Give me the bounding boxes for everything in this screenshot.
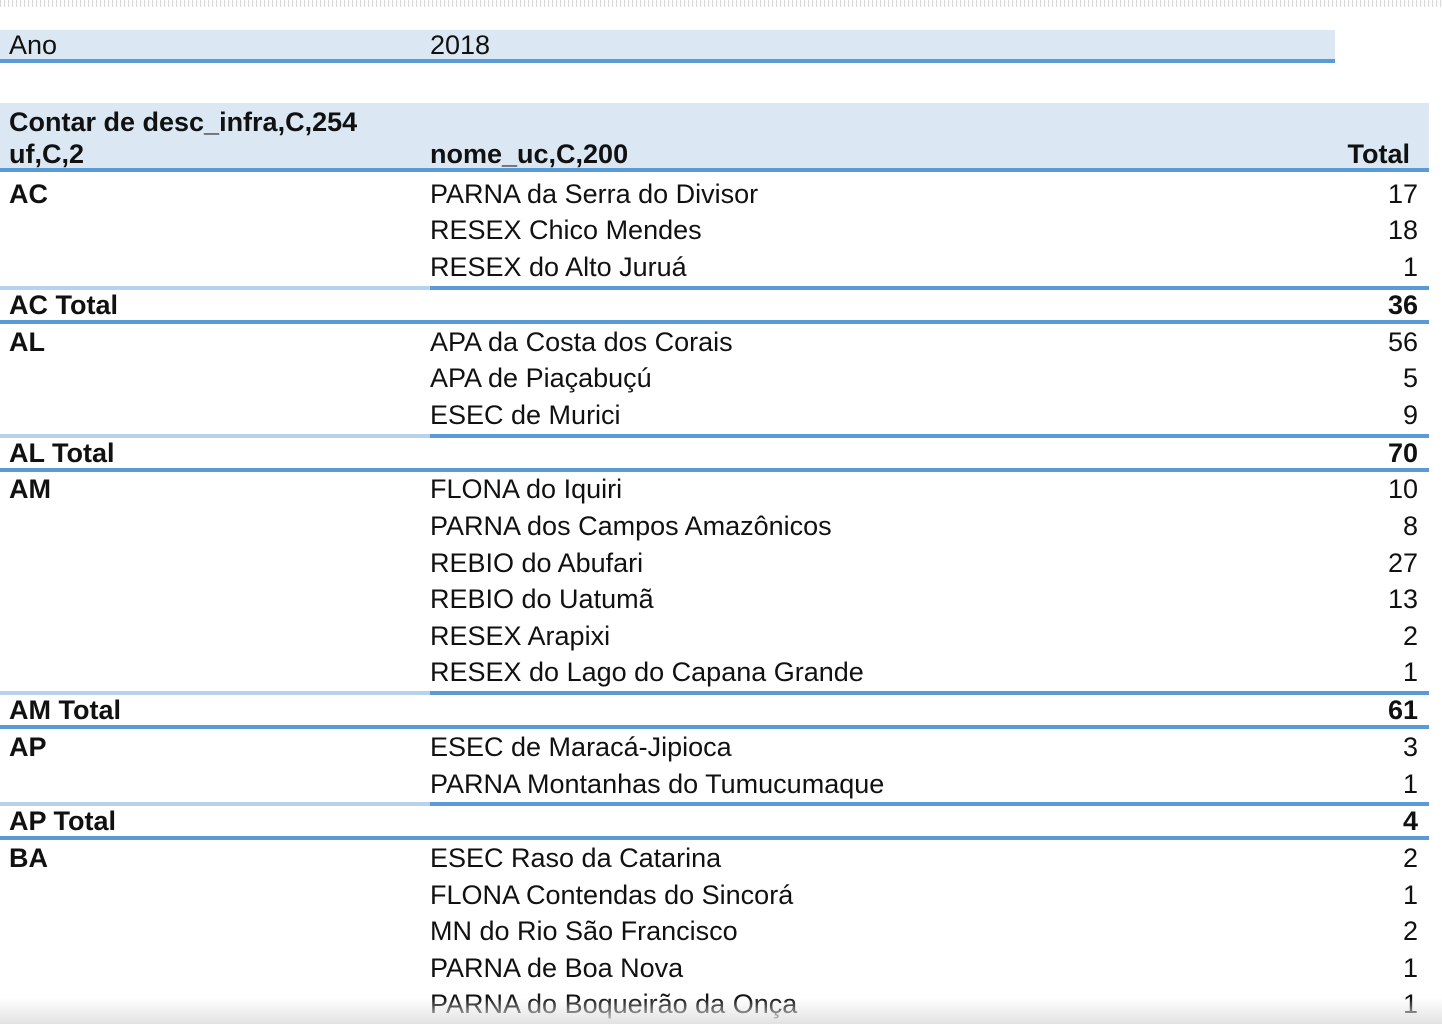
uc-name-cell: APA de Piaçabuçú	[430, 363, 652, 394]
table-row: AL APA da Costa dos Corais 56	[0, 324, 1429, 361]
uc-name-cell: APA da Costa dos Corais	[430, 326, 733, 357]
count-cell: 3	[1402, 731, 1418, 762]
uc-name-cell: REBIO do Uatumã	[430, 584, 654, 615]
table-row: PARNA Montanhas do Tumucumaque 1	[0, 766, 1429, 803]
table-row: AC PARNA da Serra do Divisor 17	[0, 176, 1429, 213]
uc-name-cell: PARNA de Boa Nova	[430, 952, 684, 983]
table-row: ESEC de Murici 9	[0, 397, 1429, 434]
uc-name-cell: RESEX Chico Mendes	[430, 215, 702, 246]
total-underline	[0, 319, 1429, 324]
uc-name-cell: PARNA Montanhas do Tumucumaque	[430, 768, 885, 799]
count-cell: 1	[1402, 879, 1418, 910]
count-cell: 17	[1387, 178, 1418, 209]
total-underline	[0, 467, 1429, 472]
group-divider	[0, 691, 1429, 696]
window-top-edge	[0, 0, 1442, 7]
col-field-header: nome_uc,C,200	[430, 139, 629, 169]
count-cell: 1	[1402, 952, 1418, 983]
count-cell: 1	[1402, 768, 1418, 799]
uc-name-cell: ESEC de Maracá-Jipioca	[430, 731, 732, 762]
uf-cell: AL	[9, 326, 45, 357]
group-total-row: AC Total 36	[0, 290, 1429, 320]
count-cell: 9	[1402, 399, 1418, 430]
filter-label: Ano	[9, 30, 58, 60]
uf-cell: BA	[9, 843, 48, 874]
table-row: FLONA Contendas do Sincorá 1	[0, 877, 1429, 914]
pivot-title: Contar de desc_infra,C,254	[9, 107, 358, 137]
count-cell: 13	[1387, 584, 1418, 615]
group-total-row: AL Total 70	[0, 438, 1429, 468]
pivot-table-body: AC PARNA da Serra do Divisor 17 RESEX Chico…	[0, 176, 1429, 1023]
table-row: AM FLONA do Iquiri 10	[0, 472, 1429, 509]
uc-name-cell: ESEC Raso da Catarina	[430, 843, 722, 874]
count-cell: 2	[1402, 843, 1418, 874]
count-cell: 5	[1402, 363, 1418, 394]
total-label-cell: AL Total	[9, 437, 115, 468]
group-divider	[0, 285, 1429, 290]
table-row: RESEX do Lago do Capana Grande 1	[0, 655, 1429, 692]
total-label-cell: AM Total	[9, 695, 121, 726]
table-row: AP ESEC de Maracá-Jipioca 3	[0, 729, 1429, 766]
total-underline	[0, 725, 1429, 730]
uc-name-cell: PARNA do Boqueirão da Onça	[430, 989, 798, 1020]
uc-name-cell: PARNA da Serra do Divisor	[430, 178, 759, 209]
total-value-cell: 4	[1402, 806, 1418, 837]
group-total-row: AP Total 4	[0, 806, 1429, 836]
count-cell: 2	[1402, 620, 1418, 651]
pivot-column-headers: uf,C,2 nome_uc,C,200 Total	[0, 139, 1429, 172]
count-cell: 1	[1402, 989, 1418, 1020]
group-divider	[0, 433, 1429, 438]
total-underline	[0, 836, 1429, 841]
total-value-cell: 61	[1387, 695, 1418, 726]
count-cell: 18	[1387, 215, 1418, 246]
table-row: BA ESEC Raso da Catarina 2	[0, 840, 1429, 877]
table-row: PARNA do Boqueirão da Onça 1	[0, 987, 1429, 1024]
uc-name-cell: RESEX do Lago do Capana Grande	[430, 657, 864, 688]
uc-name-cell: ESEC de Murici	[430, 399, 621, 430]
uc-name-cell: REBIO do Abufari	[430, 547, 644, 578]
uc-name-cell: MN do Rio São Francisco	[430, 916, 738, 947]
total-header: Total	[1347, 139, 1411, 169]
table-row: REBIO do Uatumã 13	[0, 581, 1429, 618]
uc-name-cell: PARNA dos Campos Amazônicos	[430, 510, 832, 541]
uf-cell: AP	[9, 731, 47, 762]
count-cell: 1	[1402, 657, 1418, 688]
table-row: RESEX Arapixi 2	[0, 618, 1429, 655]
group-divider	[0, 802, 1429, 807]
table-row: APA de Piaçabuçú 5	[0, 360, 1429, 397]
count-cell: 2	[1402, 916, 1418, 947]
uf-cell: AC	[9, 178, 48, 209]
table-row: RESEX do Alto Juruá 1	[0, 249, 1429, 286]
table-row: REBIO do Abufari 27	[0, 545, 1429, 582]
pivot-header: Contar de desc_infra,C,254 uf,C,2 nome_u…	[0, 103, 1429, 172]
table-row: RESEX Chico Mendes 18	[0, 213, 1429, 250]
count-cell: 10	[1387, 474, 1418, 505]
uc-name-cell: RESEX Arapixi	[430, 620, 611, 651]
uc-name-cell: RESEX do Alto Juruá	[430, 251, 687, 282]
filter-value: 2018	[430, 30, 491, 60]
count-cell: 8	[1402, 510, 1418, 541]
total-label-cell: AP Total	[9, 806, 117, 837]
table-row: PARNA dos Campos Amazônicos 8	[0, 508, 1429, 545]
group-total-row: AM Total 61	[0, 695, 1429, 725]
count-cell: 56	[1387, 326, 1418, 357]
filter-row: Ano 2018	[0, 30, 1335, 63]
table-row: MN do Rio São Francisco 2	[0, 914, 1429, 951]
count-cell: 27	[1387, 547, 1418, 578]
total-value-cell: 70	[1387, 437, 1418, 468]
uc-name-cell: FLONA do Iquiri	[430, 474, 623, 505]
row-field-header: uf,C,2	[9, 139, 85, 169]
total-value-cell: 36	[1387, 289, 1418, 320]
total-label-cell: AC Total	[9, 289, 118, 320]
table-row: PARNA de Boa Nova 1	[0, 950, 1429, 987]
uf-cell: AM	[9, 474, 51, 505]
count-cell: 1	[1402, 251, 1418, 282]
uc-name-cell: FLONA Contendas do Sincorá	[430, 879, 794, 910]
